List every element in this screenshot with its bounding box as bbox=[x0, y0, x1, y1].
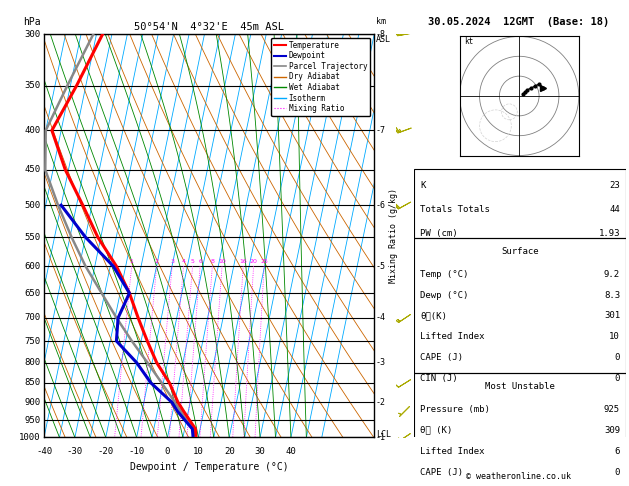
Text: 50°54'N  4°32'E  45m ASL: 50°54'N 4°32'E 45m ASL bbox=[134, 22, 284, 32]
Text: 20: 20 bbox=[250, 259, 257, 264]
Text: 8: 8 bbox=[210, 259, 214, 264]
Text: 500: 500 bbox=[25, 201, 41, 209]
Text: 23: 23 bbox=[610, 181, 620, 190]
Legend: Temperature, Dewpoint, Parcel Trajectory, Dry Adiabat, Wet Adiabat, Isotherm, Mi: Temperature, Dewpoint, Parcel Trajectory… bbox=[271, 38, 370, 116]
Text: 1.93: 1.93 bbox=[599, 229, 620, 238]
Text: 925: 925 bbox=[604, 405, 620, 414]
Text: 0: 0 bbox=[615, 468, 620, 477]
Text: 700: 700 bbox=[25, 313, 41, 322]
Text: 25: 25 bbox=[260, 259, 268, 264]
Text: 2: 2 bbox=[155, 259, 159, 264]
Text: Dewp (°C): Dewp (°C) bbox=[420, 291, 469, 299]
Text: θᴄ (K): θᴄ (K) bbox=[420, 426, 452, 434]
Text: -2: -2 bbox=[376, 398, 386, 407]
Text: 550: 550 bbox=[25, 233, 41, 242]
Text: km: km bbox=[376, 17, 386, 26]
Text: 1000: 1000 bbox=[19, 433, 41, 442]
Text: Dewpoint / Temperature (°C): Dewpoint / Temperature (°C) bbox=[130, 462, 289, 471]
Text: Totals Totals: Totals Totals bbox=[420, 205, 490, 214]
Text: 850: 850 bbox=[25, 379, 41, 387]
Text: 650: 650 bbox=[25, 289, 41, 297]
Text: 750: 750 bbox=[25, 336, 41, 346]
Text: Pressure (mb): Pressure (mb) bbox=[420, 405, 490, 414]
Bar bbox=[414, 169, 626, 238]
Text: 0: 0 bbox=[165, 448, 170, 456]
Text: -1: -1 bbox=[376, 433, 386, 442]
Text: 20: 20 bbox=[224, 448, 235, 456]
Text: 6: 6 bbox=[198, 259, 202, 264]
Text: 16: 16 bbox=[239, 259, 247, 264]
Text: 5: 5 bbox=[191, 259, 194, 264]
Text: Temp (°C): Temp (°C) bbox=[420, 270, 469, 278]
Text: -40: -40 bbox=[36, 448, 52, 456]
Text: -8: -8 bbox=[376, 30, 386, 38]
Text: 44: 44 bbox=[610, 205, 620, 214]
Text: Most Unstable: Most Unstable bbox=[485, 382, 555, 392]
Bar bbox=[414, 373, 626, 486]
Text: -3: -3 bbox=[376, 358, 386, 367]
Text: 40: 40 bbox=[286, 448, 296, 456]
Text: -4: -4 bbox=[376, 313, 386, 322]
Text: 3: 3 bbox=[170, 259, 174, 264]
Text: ASL: ASL bbox=[376, 35, 391, 44]
Text: 6: 6 bbox=[615, 447, 620, 455]
Text: Lifted Index: Lifted Index bbox=[420, 332, 485, 342]
Bar bbox=[414, 238, 626, 373]
Text: Lifted Index: Lifted Index bbox=[420, 447, 485, 455]
Text: 4: 4 bbox=[182, 259, 186, 264]
Text: hPa: hPa bbox=[23, 17, 41, 27]
Text: 400: 400 bbox=[25, 126, 41, 135]
Text: 300: 300 bbox=[25, 30, 41, 38]
Text: CAPE (J): CAPE (J) bbox=[420, 468, 464, 477]
Text: 800: 800 bbox=[25, 358, 41, 367]
Text: 10: 10 bbox=[610, 332, 620, 342]
Text: θᴄ(K): θᴄ(K) bbox=[420, 312, 447, 320]
Text: kt: kt bbox=[464, 37, 473, 46]
Text: 450: 450 bbox=[25, 165, 41, 174]
Text: K: K bbox=[420, 181, 426, 190]
Text: CAPE (J): CAPE (J) bbox=[420, 353, 464, 363]
Text: 10: 10 bbox=[193, 448, 204, 456]
Text: 9.2: 9.2 bbox=[604, 270, 620, 278]
Text: Surface: Surface bbox=[501, 247, 539, 256]
Text: 1: 1 bbox=[130, 259, 133, 264]
Text: -6: -6 bbox=[376, 201, 386, 209]
Text: 350: 350 bbox=[25, 81, 41, 90]
Text: -10: -10 bbox=[128, 448, 145, 456]
Text: 950: 950 bbox=[25, 416, 41, 425]
Text: 309: 309 bbox=[604, 426, 620, 434]
Text: 30.05.2024  12GMT  (Base: 18): 30.05.2024 12GMT (Base: 18) bbox=[428, 17, 610, 27]
Text: © weatheronline.co.uk: © weatheronline.co.uk bbox=[467, 472, 571, 481]
Text: 8.3: 8.3 bbox=[604, 291, 620, 299]
Text: 30: 30 bbox=[255, 448, 265, 456]
Text: LCL: LCL bbox=[376, 430, 391, 438]
Text: 0: 0 bbox=[615, 374, 620, 383]
Text: Mixing Ratio (g/kg): Mixing Ratio (g/kg) bbox=[389, 188, 398, 283]
Text: 900: 900 bbox=[25, 398, 41, 407]
Text: 301: 301 bbox=[604, 312, 620, 320]
Text: -7: -7 bbox=[376, 126, 386, 135]
Text: 0: 0 bbox=[615, 353, 620, 363]
Text: 600: 600 bbox=[25, 262, 41, 271]
Text: CIN (J): CIN (J) bbox=[420, 374, 458, 383]
Text: 10: 10 bbox=[218, 259, 226, 264]
Text: -30: -30 bbox=[67, 448, 83, 456]
Text: PW (cm): PW (cm) bbox=[420, 229, 458, 238]
Text: -5: -5 bbox=[376, 262, 386, 271]
Text: -20: -20 bbox=[97, 448, 114, 456]
